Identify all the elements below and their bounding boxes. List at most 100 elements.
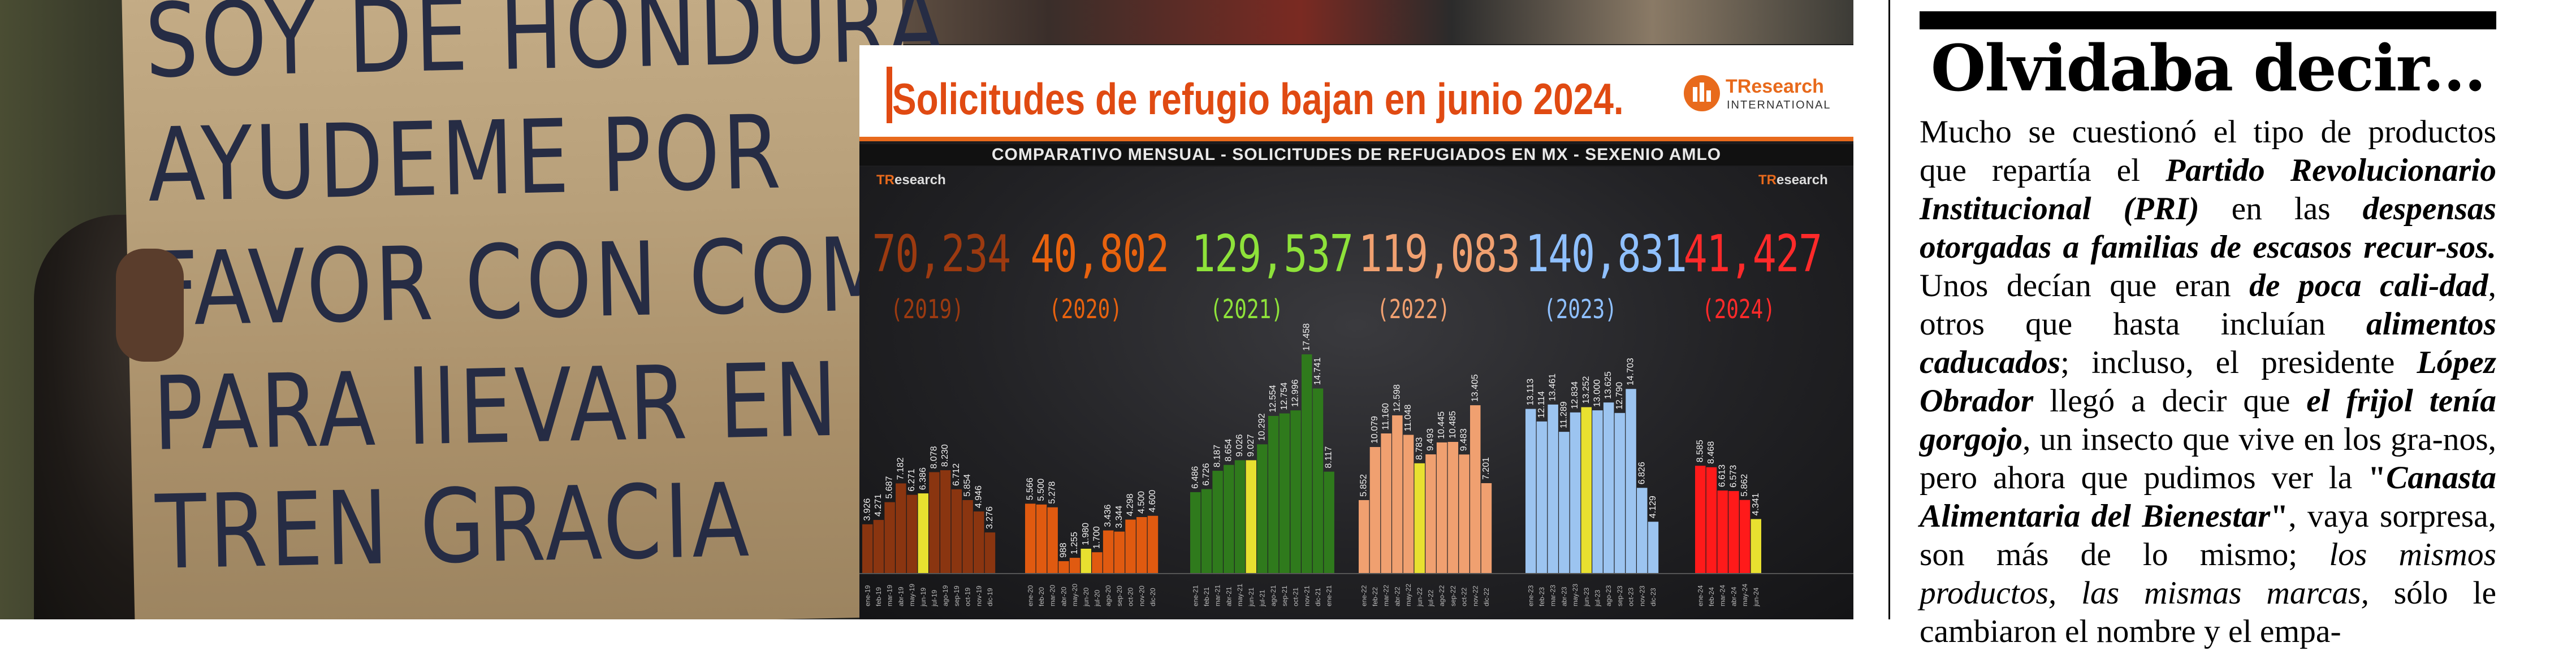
month-tick-label: ene-20 <box>1026 585 1034 606</box>
month-tick-label: nov-22 <box>1471 585 1479 606</box>
month-tick-label: jul-19 <box>931 589 939 607</box>
month-tick-label: jul-23 <box>1594 589 1602 607</box>
bar-value-label: 6.573 <box>1728 465 1738 488</box>
bar-2021-11 <box>1302 354 1312 574</box>
mini-logo-right: TResearch <box>1758 172 1828 188</box>
month-tick-label: oct-20 <box>1127 587 1135 606</box>
bar-value-label: 11.289 <box>1559 401 1568 428</box>
month-tick-label: dic-19 <box>986 588 994 606</box>
column-divider <box>1888 0 1890 619</box>
month-tick-label: ene-22 <box>1360 585 1368 606</box>
bar-2022-3 <box>1381 433 1391 574</box>
bar-value-label: 3.276 <box>985 506 995 529</box>
bar-value-label: 6.726 <box>1201 463 1211 485</box>
month-tick-label: may-23 <box>1571 584 1579 606</box>
bar-value-label: 4.600 <box>1148 490 1157 513</box>
infographic-title: Solicitudes de refugio bajan en junio 20… <box>892 74 1624 124</box>
bar-2021-13 <box>1324 471 1334 574</box>
bar-value-label: 6.613 <box>1718 465 1727 487</box>
month-tick-label: nov-23 <box>1638 585 1646 606</box>
month-tick-label: feb-19 <box>875 587 883 606</box>
month-tick-label: abr-21 <box>1225 587 1233 606</box>
bar-value-label: 4.946 <box>974 485 983 508</box>
month-tick-label: jul-20 <box>1093 589 1101 607</box>
monthly-bar-chart: 3.926 ene-19 4.271 feb-19 5.687 mar-19 7.182 ab… <box>859 323 1853 607</box>
column-heading: Olvidaba decir... <box>1930 32 2487 106</box>
month-tick-label: feb-23 <box>1538 587 1546 606</box>
month-tick-label: ene-23 <box>1527 585 1535 606</box>
bar-2020-5 <box>1069 558 1080 574</box>
month-tick-label: ago-20 <box>1104 585 1112 606</box>
bar-2023-12 <box>1648 522 1659 574</box>
sign-line: SOY DE HONDURA <box>144 0 949 101</box>
logo-sub: INTERNATIONAL <box>1727 99 1831 111</box>
bar-value-label: 6.826 <box>1637 462 1646 484</box>
month-tick-label: jun-21 <box>1247 587 1255 607</box>
month-tick-label: ago-23 <box>1605 585 1613 606</box>
month-tick-label: oct-22 <box>1460 587 1468 606</box>
bar-2022-10 <box>1459 454 1469 574</box>
bar-value-label: 12.114 <box>1537 391 1546 418</box>
bar-value-label: 988 <box>1058 542 1068 558</box>
year-2021: (2021) <box>1210 294 1283 324</box>
bar-2024-5 <box>1739 500 1751 574</box>
month-tick-label: nov-19 <box>975 585 983 606</box>
month-tick-label: abr-24 <box>1730 587 1737 606</box>
month-tick-label: sep-20 <box>1116 585 1123 606</box>
bar-2020-3 <box>1047 507 1058 574</box>
month-tick-label: oct-19 <box>964 587 972 606</box>
month-tick-label: abr-22 <box>1393 587 1401 606</box>
bar-2021-7 <box>1257 444 1268 574</box>
bar-2021-9 <box>1279 413 1290 574</box>
month-tick-label: ene-21 <box>1325 585 1333 606</box>
bar-value-label: 9.026 <box>1235 434 1244 457</box>
bar-value-label: 6.271 <box>907 469 917 492</box>
news-photo: SOY DE HONDURA AYUDEME POR FAVOR CON COM… <box>0 0 1853 619</box>
bar-value-label: 5.500 <box>1036 479 1046 501</box>
bar-2020-6 <box>1080 549 1091 574</box>
bar-value-label: 5.278 <box>1048 481 1057 504</box>
bar-2021-4 <box>1224 465 1234 574</box>
bar-value-label: 8.117 <box>1324 446 1334 468</box>
bar-2020-1 <box>1025 504 1036 574</box>
bar-value-label: 13.113 <box>1525 379 1535 406</box>
bar-value-label: 5.566 <box>1025 478 1035 500</box>
year-2024: (2024) <box>1702 294 1775 324</box>
bar-2023-9 <box>1614 413 1626 574</box>
bar-2019-1 <box>862 524 873 574</box>
bar-2022-1 <box>1359 500 1369 574</box>
bar-2021-2 <box>1201 489 1212 574</box>
bar-2020-2 <box>1036 504 1047 574</box>
bar-value-label: 3.926 <box>862 498 872 521</box>
bar-2019-6 <box>918 493 928 574</box>
month-tick-label: mar-21 <box>1214 585 1222 606</box>
bar-2023-1 <box>1525 409 1536 574</box>
month-tick-label: jun-20 <box>1082 587 1090 607</box>
bar-2020-12 <box>1147 515 1159 574</box>
bar-value-label: 8.468 <box>1706 441 1716 464</box>
bar-value-label: 10.079 <box>1370 416 1380 444</box>
month-tick-label: sep-23 <box>1616 585 1624 606</box>
bar-value-label: 10.485 <box>1448 411 1458 439</box>
month-tick-label: nov-20 <box>1138 585 1146 606</box>
year-2023: (2023) <box>1544 294 1617 324</box>
bar-2021-10 <box>1290 410 1301 574</box>
bar-2024-4 <box>1728 491 1739 574</box>
month-tick-label: mar-22 <box>1382 585 1390 606</box>
bar-value-label: 9.483 <box>1459 428 1469 451</box>
month-tick-label: may-21 <box>1236 584 1244 606</box>
bar-2023-4 <box>1559 432 1570 574</box>
bar-value-label: 13.625 <box>1603 371 1613 399</box>
bar-2024-1 <box>1695 466 1706 574</box>
column-body: Mucho se cuestionó el tipo de productos … <box>1920 114 2496 649</box>
bar-value-label: 5.687 <box>885 476 894 498</box>
heading-bar <box>1920 11 2496 29</box>
bar-2019-4 <box>896 483 906 574</box>
bar-2021-3 <box>1212 471 1223 574</box>
bar-value-label: 10.292 <box>1257 413 1267 441</box>
bar-value-label: 11.160 <box>1381 403 1391 430</box>
logo-brand: TResearch <box>1726 76 1824 97</box>
opinion-column: Olvidaba decir... Mucho se cuestionó el … <box>1920 0 2576 649</box>
bar-value-label: 12.598 <box>1392 384 1402 412</box>
month-tick-label: mar-20 <box>1049 585 1057 606</box>
